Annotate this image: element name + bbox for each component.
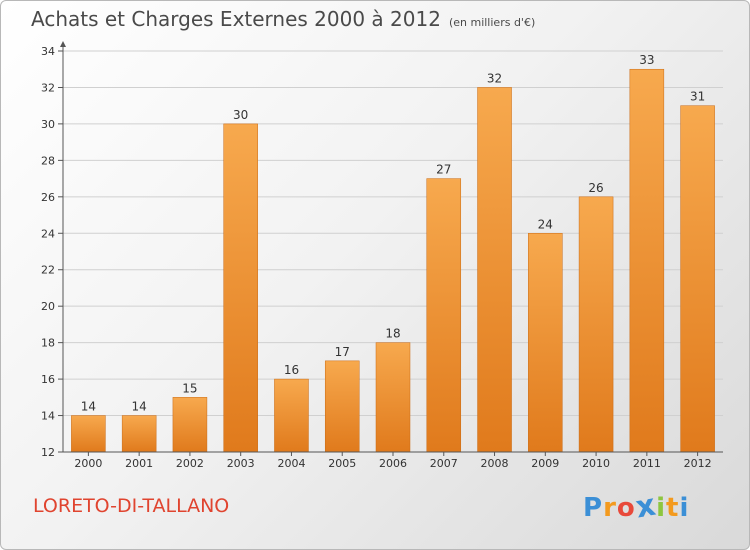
x-tick-label: 2005: [328, 457, 356, 470]
bar-2012[interactable]: [680, 105, 715, 453]
bar-2011[interactable]: [629, 68, 665, 453]
data-label: 14: [81, 400, 96, 414]
x-tick-label: 2000: [74, 457, 102, 470]
logo-letter: r: [603, 493, 617, 523]
y-tick-label: 26: [41, 191, 55, 204]
data-label: 31: [690, 90, 705, 104]
x-tick-label: 2008: [481, 457, 509, 470]
y-tick-label: 32: [41, 81, 55, 94]
data-label: 17: [335, 345, 350, 359]
y-tick-label: 12: [41, 446, 55, 459]
chart-title: Achats et Charges Externes 2000 à 2012 (e…: [31, 7, 535, 31]
data-label: 30: [233, 108, 248, 122]
x-tick-label: 2011: [633, 457, 661, 470]
y-tick-label: 24: [41, 227, 55, 240]
bar-2009[interactable]: [528, 233, 563, 453]
axes: 12 14 16 18 20 22 24 26 28 30 32 34 2000 2001 2002 2003…: [41, 41, 723, 470]
bar-2000[interactable]: [71, 415, 106, 453]
logo-letter: P: [583, 493, 604, 523]
x-tick-label: 2007: [430, 457, 458, 470]
bar-2007[interactable]: [426, 178, 462, 453]
data-label: 27: [436, 163, 451, 177]
x-tick-label: 2001: [125, 457, 153, 470]
data-label: 14: [132, 400, 147, 414]
data-label: 32: [487, 71, 502, 85]
x-tick-label: 2004: [277, 457, 305, 470]
bar-2002[interactable]: [172, 397, 208, 453]
logo-letter: i: [656, 493, 667, 523]
x-tick-label: 2010: [582, 457, 610, 470]
x-tick-label: 2002: [176, 457, 204, 470]
bar-2003[interactable]: [223, 123, 258, 453]
x-tick-label: 2009: [531, 457, 559, 470]
bar-2006[interactable]: [375, 342, 411, 453]
y-tick-label: 14: [41, 410, 55, 423]
logo-letter: t: [666, 493, 680, 523]
x-tick-label: 2003: [227, 457, 255, 470]
data-label: 16: [284, 363, 299, 377]
chart-title-text: Achats et Charges Externes 2000 à 2012: [31, 7, 441, 31]
bar-2001[interactable]: [121, 415, 157, 453]
y-tick-label: 22: [41, 264, 55, 277]
data-label: 24: [538, 217, 553, 231]
data-label: 33: [639, 53, 654, 67]
logo-letter: x: [632, 487, 660, 526]
unit-note: (en milliers d'€): [448, 16, 536, 29]
y-axis-arrow: [60, 41, 66, 47]
y-tick-label: 20: [41, 300, 55, 313]
logo-letter: i: [679, 493, 690, 523]
y-tick-label: 16: [41, 373, 55, 386]
bar-2008[interactable]: [477, 87, 512, 453]
x-tick-label: 2012: [684, 457, 712, 470]
bar-2005[interactable]: [324, 360, 360, 453]
data-label: 18: [385, 327, 400, 341]
y-tick-label: 30: [41, 118, 55, 131]
y-tick-label: 28: [41, 154, 55, 167]
logo-letter: o: [616, 493, 636, 523]
y-tick-label: 34: [41, 45, 55, 58]
bars: 14 14 15 30 16 17 18 27 32 24 26 33 31: [71, 53, 715, 453]
data-label: 26: [588, 181, 603, 195]
proxiti-logo[interactable]: Proxiti: [583, 487, 690, 526]
bar-2004[interactable]: [274, 378, 309, 453]
y-tick-label: 18: [41, 337, 55, 350]
x-tick-label: 2006: [379, 457, 407, 470]
place-name: LORETO-DI-TALLANO: [33, 495, 230, 517]
data-label: 15: [182, 381, 197, 395]
bar-2010[interactable]: [578, 196, 614, 453]
